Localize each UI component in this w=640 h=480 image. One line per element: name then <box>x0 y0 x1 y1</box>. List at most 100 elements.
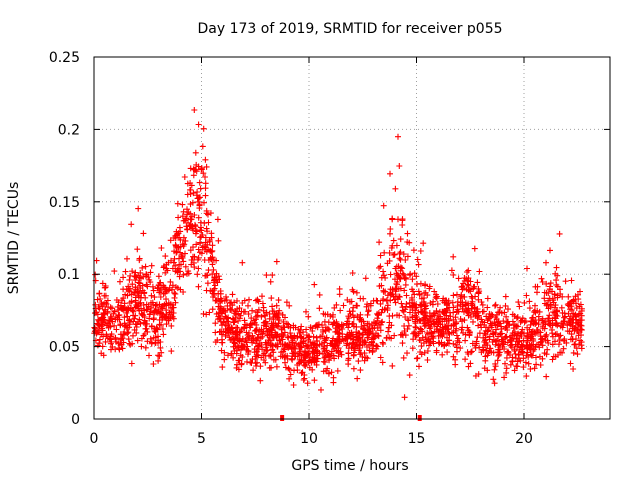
data-point <box>231 347 238 354</box>
data-point <box>326 326 333 333</box>
data-point <box>260 357 267 363</box>
data-point <box>350 304 357 311</box>
data-point <box>190 227 197 234</box>
data-point <box>380 296 387 302</box>
data-point <box>441 299 448 306</box>
data-point <box>393 242 400 249</box>
data-point <box>547 301 554 308</box>
data-point <box>468 348 475 355</box>
data-point <box>296 360 303 367</box>
data-point <box>182 237 189 244</box>
data-point <box>345 350 352 357</box>
data-point <box>357 334 363 341</box>
data-point <box>426 342 432 349</box>
data-point <box>263 341 270 348</box>
data-point <box>578 342 585 349</box>
data-point <box>526 305 533 312</box>
data-point <box>441 316 448 323</box>
data-point <box>402 281 409 288</box>
data-point <box>527 346 534 353</box>
data-point <box>303 308 309 315</box>
data-point <box>556 230 563 237</box>
data-point <box>269 272 276 279</box>
data-point <box>575 332 582 339</box>
data-point <box>245 311 252 317</box>
data-point <box>195 246 202 253</box>
data-point <box>398 331 405 338</box>
data-point <box>395 273 402 280</box>
data-point <box>537 362 544 368</box>
data-point <box>172 235 179 242</box>
data-point <box>200 170 207 177</box>
data-point <box>452 314 459 321</box>
data-point <box>448 323 455 329</box>
data-point <box>345 315 352 322</box>
data-point <box>496 341 502 348</box>
data-point <box>182 250 188 257</box>
y-tick-label: 0.05 <box>49 340 80 356</box>
data-point <box>530 336 537 343</box>
data-point <box>233 364 240 371</box>
data-point <box>122 291 129 298</box>
data-point <box>425 335 432 342</box>
data-point <box>575 310 582 317</box>
data-point <box>513 363 520 370</box>
data-point <box>305 313 312 320</box>
data-point <box>379 318 386 325</box>
data-point <box>144 338 151 345</box>
data-point <box>445 297 452 304</box>
data-point <box>184 206 190 213</box>
data-point <box>193 241 200 248</box>
data-point <box>399 216 406 223</box>
data-point <box>294 353 301 359</box>
data-point <box>279 332 286 339</box>
data-point <box>453 332 460 339</box>
data-point <box>212 282 219 289</box>
data-point <box>409 307 416 314</box>
x-tick-label: 15 <box>408 431 426 447</box>
x-tick-label: 5 <box>197 431 206 447</box>
data-point <box>410 336 417 343</box>
data-point <box>505 318 511 325</box>
data-point <box>169 313 176 320</box>
data-point <box>142 263 149 270</box>
data-point <box>376 264 382 271</box>
data-point <box>468 349 474 356</box>
data-point <box>249 339 256 346</box>
data-point <box>439 333 446 340</box>
data-point <box>167 237 174 244</box>
data-point <box>495 353 502 359</box>
data-point <box>113 338 120 345</box>
data-point <box>426 325 433 332</box>
data-point <box>190 172 197 179</box>
data-point <box>185 270 192 277</box>
data-point <box>526 341 533 348</box>
data-point <box>401 394 408 401</box>
data-point <box>379 359 386 366</box>
data-point <box>351 347 358 354</box>
data-point <box>184 180 191 187</box>
data-point <box>459 299 466 306</box>
data-point <box>95 316 102 323</box>
data-point <box>353 289 360 296</box>
data-point <box>555 333 562 340</box>
data-point <box>474 334 481 341</box>
data-point <box>187 201 194 208</box>
data-point <box>313 334 320 341</box>
data-point <box>230 319 237 326</box>
data-point <box>542 337 549 344</box>
data-point <box>515 299 522 306</box>
data-point <box>436 308 443 315</box>
data-point <box>543 280 550 287</box>
data-point <box>424 317 431 324</box>
data-point <box>479 308 486 315</box>
data-point <box>138 305 144 312</box>
data-point <box>414 256 421 263</box>
data-point <box>498 310 505 317</box>
data-point <box>222 333 229 339</box>
data-point <box>173 284 179 291</box>
data-point <box>501 346 508 352</box>
data-point <box>403 276 409 282</box>
data-point <box>311 377 318 384</box>
data-point <box>497 344 504 350</box>
